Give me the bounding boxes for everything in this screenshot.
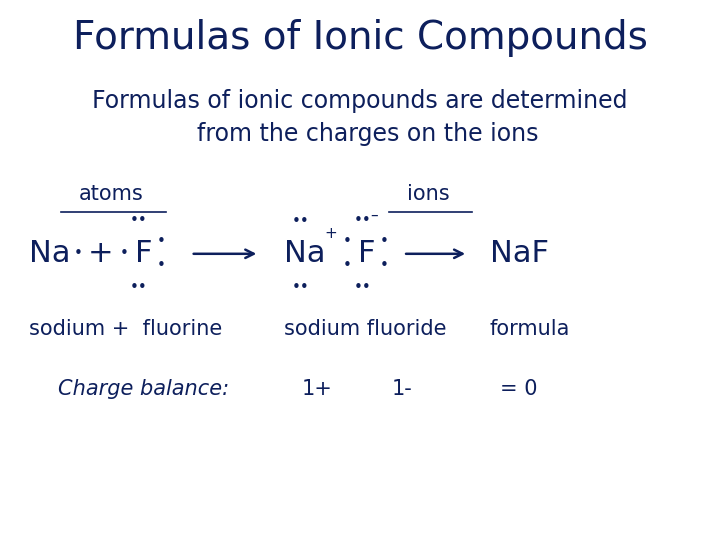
Text: Na: Na	[29, 239, 71, 268]
Text: –: –	[371, 207, 378, 222]
Text: sodium fluoride: sodium fluoride	[284, 319, 447, 340]
Text: Formulas of Ionic Compounds: Formulas of Ionic Compounds	[73, 19, 647, 57]
Text: ••: ••	[292, 214, 310, 229]
Text: •: •	[73, 246, 82, 261]
Text: •: •	[380, 234, 389, 249]
Text: ••: ••	[130, 280, 148, 295]
Text: Na: Na	[284, 239, 326, 268]
Text: formula: formula	[490, 319, 570, 340]
Text: •: •	[120, 246, 128, 261]
Text: ••: ••	[354, 280, 371, 295]
Text: •: •	[157, 258, 166, 273]
Text: ••: ••	[354, 213, 371, 228]
Text: ••: ••	[292, 280, 310, 295]
Text: NaF: NaF	[490, 239, 549, 268]
Text: F: F	[135, 239, 153, 268]
Text: atoms: atoms	[79, 184, 144, 204]
Text: ions: ions	[407, 184, 450, 204]
Text: = 0: = 0	[500, 379, 537, 399]
Text: 1-: 1-	[392, 379, 412, 399]
Text: F: F	[359, 239, 376, 268]
Text: from the charges on the ions: from the charges on the ions	[181, 122, 539, 145]
Text: +: +	[88, 239, 114, 268]
Text: •: •	[380, 258, 389, 273]
Text: sodium +  fluorine: sodium + fluorine	[29, 319, 222, 340]
Text: •: •	[343, 258, 351, 273]
Text: 1+: 1+	[302, 379, 332, 399]
Text: Charge balance:: Charge balance:	[58, 379, 229, 399]
Text: ••: ••	[130, 213, 148, 228]
Text: +: +	[325, 226, 338, 241]
Text: •: •	[157, 234, 166, 249]
Text: •: •	[343, 234, 351, 249]
Text: Formulas of ionic compounds are determined: Formulas of ionic compounds are determin…	[92, 89, 628, 113]
